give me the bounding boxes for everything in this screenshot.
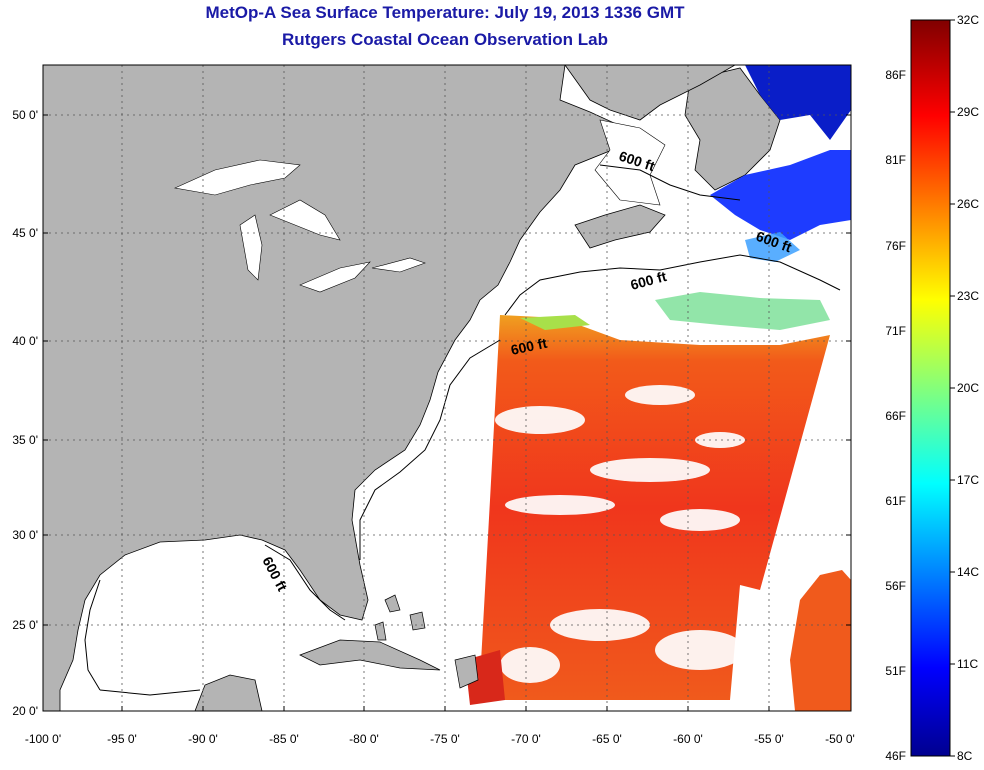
fahrenheit-label: 61F xyxy=(885,494,906,508)
lon-axis: -100 0' -95 0' -90 0' -85 0' -80 0' -75 … xyxy=(25,732,855,746)
celsius-label: 17C xyxy=(957,473,979,487)
lat-tick-label: 25 0' xyxy=(12,618,38,632)
lon-tick-label: -55 0' xyxy=(754,732,784,746)
lon-tick-label: -85 0' xyxy=(269,732,299,746)
map-subtitle: Rutgers Coastal Ocean Observation Lab xyxy=(282,30,608,49)
lat-tick-label: 20 0' xyxy=(12,704,38,718)
cloud-gaps xyxy=(495,385,745,683)
colorbar-fahrenheit-labels: 86F 81F 76F 71F 66F 61F 56F 51F 46F xyxy=(885,68,906,763)
fahrenheit-label: 51F xyxy=(885,664,906,678)
lon-tick-label: -95 0' xyxy=(107,732,137,746)
lon-ticks xyxy=(121,706,770,711)
colorbar xyxy=(910,19,951,757)
graticule xyxy=(43,65,851,711)
nova-scotia-land xyxy=(574,204,666,249)
sst-cold-labrador xyxy=(745,65,851,140)
isobath-label: 600 ft xyxy=(509,335,548,358)
sst-shelf-front xyxy=(520,315,590,330)
colorbar-celsius-labels: 32C 29C 26C 23C 20C 17C 14C 11C 8C xyxy=(957,13,979,763)
lat-tick-label: 50 0' xyxy=(12,108,38,122)
fahrenheit-label: 71F xyxy=(885,324,906,338)
celsius-label: 8C xyxy=(957,749,973,763)
map-title: MetOp-A Sea Surface Temperature: July 19… xyxy=(205,3,685,22)
isobath-600ft xyxy=(84,164,841,696)
fahrenheit-label: 76F xyxy=(885,239,906,253)
map-area: 600 ft 600 ft 600 ft 600 ft 600 ft xyxy=(43,65,851,711)
sst-cool-scotian xyxy=(745,232,800,262)
celsius-label: 32C xyxy=(957,13,979,27)
lon-tick-label: -100 0' xyxy=(25,732,61,746)
lon-tick-label: -60 0' xyxy=(673,732,703,746)
celsius-label: 11C xyxy=(957,657,978,671)
fahrenheit-label: 81F xyxy=(885,153,906,167)
lon-tick-label: -90 0' xyxy=(188,732,218,746)
lat-tick-label: 35 0' xyxy=(12,433,38,447)
caribbean-islands xyxy=(299,594,479,689)
lat-tick-label: 30 0' xyxy=(12,528,38,542)
fahrenheit-label: 66F xyxy=(885,409,906,423)
lat-axis: 50 0' 45 0' 40 0' 35 0' 30 0' 25 0' 20 0… xyxy=(12,108,38,718)
map-frame xyxy=(42,64,852,712)
lat-ticks xyxy=(43,114,851,626)
lon-tick-label: -50 0' xyxy=(825,732,855,746)
sst-mixed-slope xyxy=(655,292,830,330)
celsius-label: 20C xyxy=(957,381,979,395)
great-lakes xyxy=(173,119,666,293)
fahrenheit-label: 56F xyxy=(885,579,906,593)
lon-tick-label: -70 0' xyxy=(511,732,541,746)
lat-tick-label: 40 0' xyxy=(12,334,38,348)
celsius-label: 23C xyxy=(957,289,979,303)
fahrenheit-label: 46F xyxy=(885,749,906,763)
colorbar-ticks xyxy=(950,19,955,757)
celsius-label: 14C xyxy=(957,565,979,579)
celsius-label: 29C xyxy=(957,105,979,119)
lon-tick-label: -80 0' xyxy=(349,732,379,746)
lon-tick-label: -75 0' xyxy=(430,732,460,746)
celsius-label: 26C xyxy=(957,197,979,211)
sst-cold-grand-banks xyxy=(710,150,851,240)
sst-patch-southeast xyxy=(790,570,851,711)
quebec-land xyxy=(564,65,736,121)
north-america-land xyxy=(43,65,626,711)
lon-tick-label: -65 0' xyxy=(592,732,622,746)
lat-tick-label: 45 0' xyxy=(12,226,38,240)
fahrenheit-label: 86F xyxy=(885,68,906,82)
